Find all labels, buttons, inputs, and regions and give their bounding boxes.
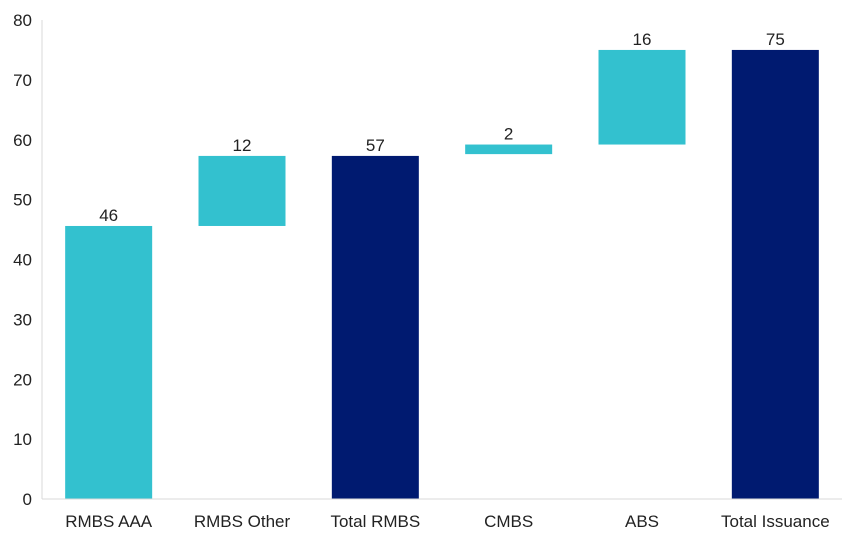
data-label: 57 [366, 136, 385, 155]
y-tick-label: 80 [13, 11, 32, 30]
data-label: 16 [633, 30, 652, 49]
y-tick-label: 50 [13, 191, 32, 210]
y-tick-label: 20 [13, 370, 32, 389]
bar-abs [598, 49, 686, 145]
y-tick-label: 70 [13, 71, 32, 90]
bar-rmbs-other [198, 155, 286, 226]
data-labels: 46 12 57 2 16 75 [99, 30, 785, 225]
y-tick-label: 30 [13, 310, 32, 329]
data-label: 75 [766, 30, 785, 49]
x-axis: RMBS AAA RMBS Other Total RMBS CMBS ABS Total… [42, 498, 842, 531]
y-tick-label: 0 [23, 490, 32, 509]
y-axis: 0 10 20 30 40 50 60 70 80 [13, 11, 43, 509]
y-tick-label: 60 [13, 131, 32, 150]
x-category-label: RMBS AAA [65, 512, 153, 531]
y-tick-label: 10 [13, 430, 32, 449]
data-label: 2 [504, 125, 513, 144]
data-label: 12 [233, 136, 252, 155]
bar-rmbs-aaa [65, 225, 153, 499]
bar-total-rmbs [331, 155, 419, 499]
bar-total-issuance [731, 49, 819, 499]
x-category-label: RMBS Other [194, 512, 291, 531]
x-category-label: Total RMBS [330, 512, 420, 531]
x-category-label: CMBS [484, 512, 533, 531]
data-label: 46 [99, 206, 118, 225]
y-tick-label: 40 [13, 251, 32, 270]
x-category-label: ABS [625, 512, 659, 531]
x-category-label: Total Issuance [721, 512, 830, 531]
bar-cmbs [465, 144, 553, 155]
bars [65, 49, 819, 499]
